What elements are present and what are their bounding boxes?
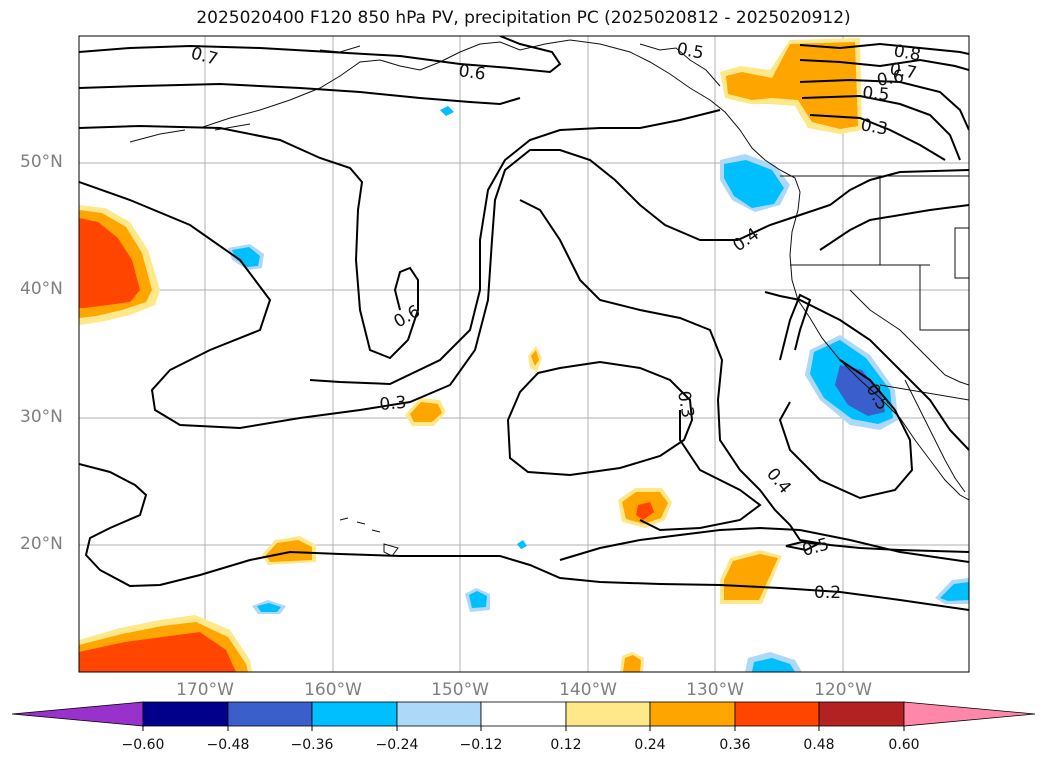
- colorbar-seg: [565, 701, 651, 727]
- colorbar-ticks: [142, 726, 905, 731]
- contour-label: 0.6: [875, 67, 905, 91]
- lat-label-40n: 40°N: [20, 279, 63, 299]
- colorbar-seg: [818, 701, 905, 727]
- colorbar-tick-label: 0.12: [550, 737, 582, 753]
- lat-label-20n: 20°N: [20, 534, 63, 554]
- colorbar-seg: [396, 701, 482, 727]
- colorbar-tick-label: −0.36: [290, 737, 334, 753]
- colorbar-seg: [480, 701, 567, 727]
- pv-contours: [79, 36, 969, 611]
- colorbar-seg: [734, 701, 820, 727]
- contour-label: 0.5: [675, 39, 705, 63]
- contour-label: 0.7: [888, 59, 918, 83]
- map-plot-area: 0.7 0.6 0.5 0.8 0.7 0.6 0.5 0.3 0.4 0.6 …: [79, 36, 969, 672]
- colorbar-seg: [311, 701, 398, 727]
- lon-label-160w: 160°W: [304, 680, 362, 700]
- contour-label: 0.2: [814, 583, 841, 603]
- contour-label: 0.5: [800, 535, 831, 561]
- contour-label: 0.6: [457, 61, 487, 85]
- contour-label: 0.3: [673, 389, 697, 419]
- colorbar-tick-label: 0.48: [803, 737, 835, 753]
- colorbar-extend-high: [903, 701, 1036, 727]
- colorbar-tick-label: 0.24: [634, 737, 666, 753]
- precip-shading: [79, 38, 969, 672]
- colorbar-tick-label: 0.60: [888, 737, 920, 753]
- lat-label-30n: 30°N: [20, 407, 63, 427]
- colorbar-tick-label: −0.12: [459, 737, 503, 753]
- contour-label: 0.8: [892, 41, 922, 65]
- lon-label-170w: 170°W: [176, 680, 234, 700]
- lon-label-150w: 150°W: [431, 680, 489, 700]
- lon-label-140w: 140°W: [559, 680, 617, 700]
- lat-label-50n: 50°N: [20, 152, 63, 172]
- colorbar-seg: [227, 701, 313, 727]
- colorbar-tick-label: 0.36: [719, 737, 751, 753]
- map-title: 2025020400 F120 850 hPa PV, precipitatio…: [196, 8, 851, 28]
- plot-frame: [78, 35, 970, 673]
- colorbar: [11, 701, 1036, 727]
- contour-label: 0.3: [859, 115, 889, 139]
- precip-nw-mid: [726, 42, 858, 129]
- contour-label: 0.3: [379, 393, 408, 415]
- lon-label-120w: 120°W: [814, 680, 872, 700]
- colorbar-seg: [649, 701, 736, 727]
- colorbar-tick-label: −0.60: [121, 737, 165, 753]
- colorbar-seg: [142, 701, 229, 727]
- lon-label-130w: 130°W: [686, 680, 744, 700]
- colorbar-tick-label: −0.24: [375, 737, 419, 753]
- contour-label: 0.4: [762, 464, 795, 498]
- colorbar-extend-low: [11, 701, 144, 727]
- colorbar-tick-label: −0.48: [206, 737, 250, 753]
- contour-label: 0.5: [862, 83, 891, 105]
- contour-label: 0.4: [729, 224, 763, 256]
- precip-west-core: [79, 218, 140, 308]
